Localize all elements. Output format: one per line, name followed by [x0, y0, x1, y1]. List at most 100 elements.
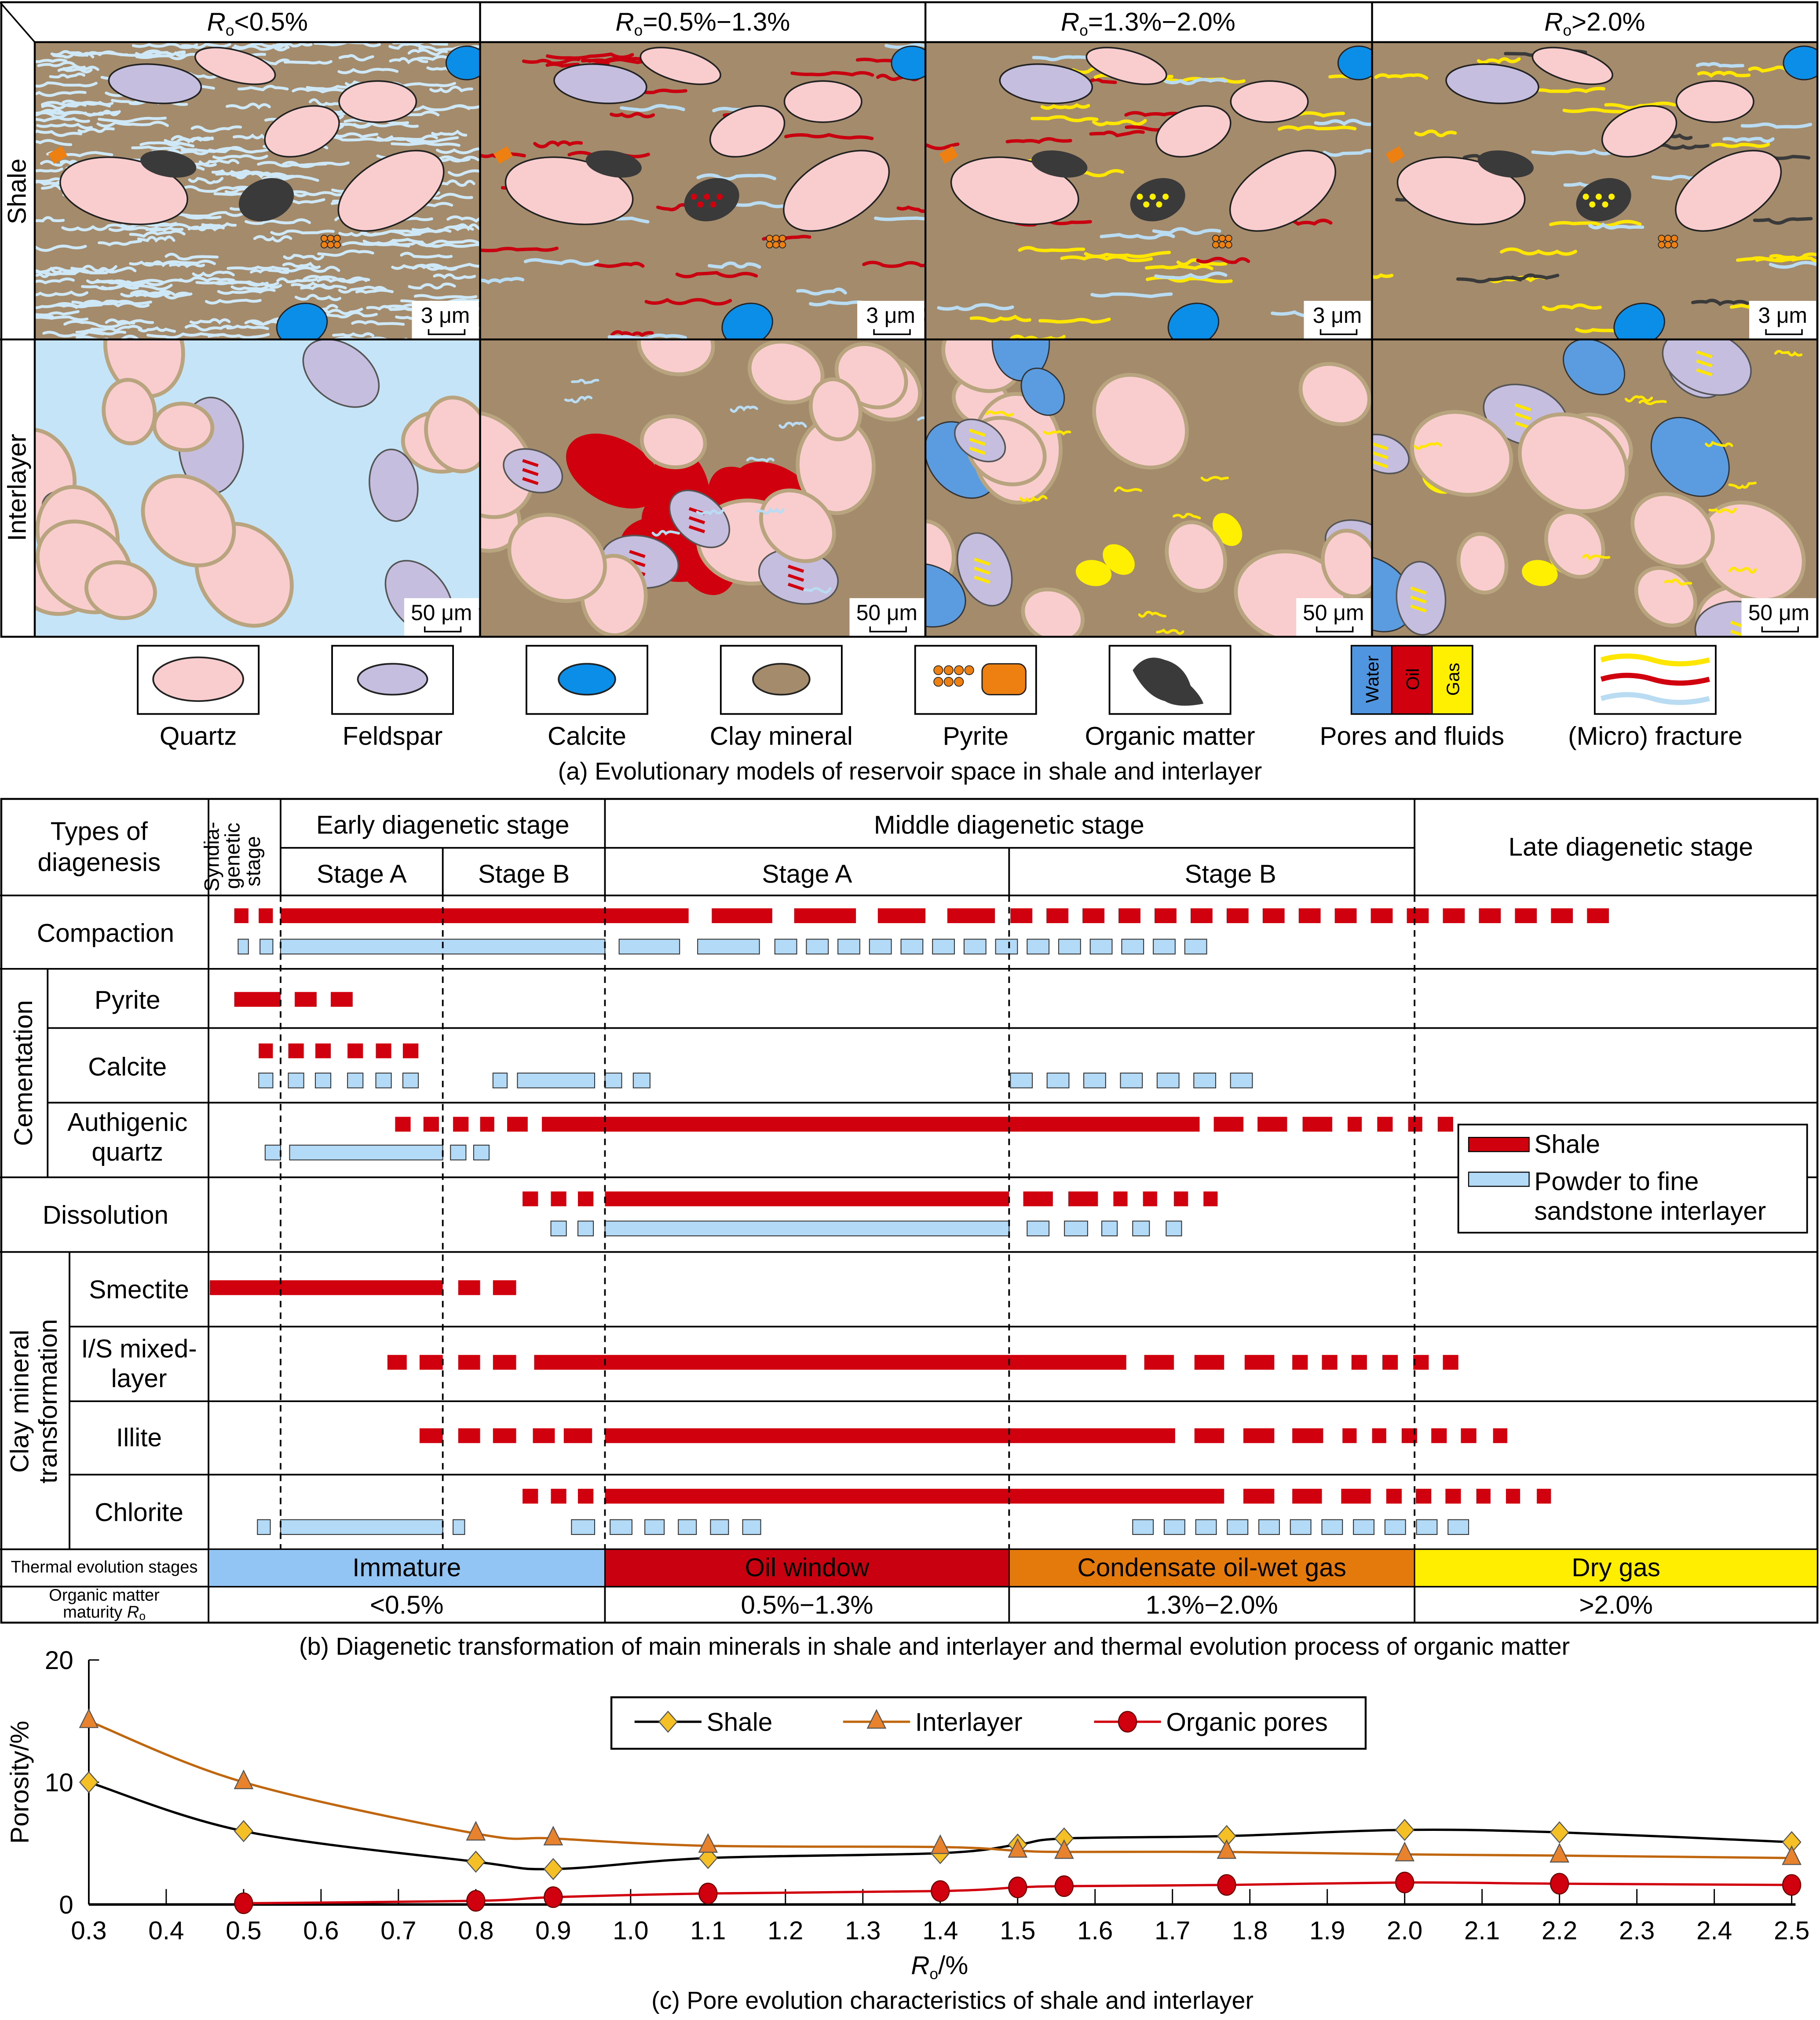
x-tick-label: 2.0 [1387, 1916, 1422, 1945]
compaction-interlayer-bar [837, 939, 860, 955]
fracture-line [237, 84, 289, 91]
x-tick-label: 1.0 [613, 1916, 648, 1945]
fracture-line [411, 226, 474, 233]
chlorite-interlayer-bar [710, 1519, 729, 1535]
legend-item: Organic matter [1085, 645, 1255, 751]
fracture-line [1696, 62, 1744, 68]
scale-bar-box [857, 301, 925, 340]
scale-bar-label: 3 μm [866, 303, 915, 328]
fracture-line [35, 267, 75, 274]
fracture-line [129, 260, 176, 267]
calcite-interlayer-bar [258, 1072, 274, 1089]
organic-pore [1162, 194, 1169, 200]
pyrite-framboid [320, 234, 328, 242]
fracture-line [235, 172, 271, 179]
fracture-line [1604, 101, 1676, 110]
fracture-line [433, 273, 476, 280]
fracture-line [244, 218, 311, 225]
fracture-line [290, 190, 347, 197]
pyrite-grain [48, 146, 68, 164]
legend-label: (Micro) fracture [1568, 722, 1743, 751]
compaction-shale-bar [1118, 908, 1140, 923]
scale-bar [869, 626, 907, 632]
is-shale-bar [1443, 1355, 1458, 1370]
fracture-line [98, 117, 167, 123]
thermal-stage-band [208, 1549, 606, 1588]
fracture-line [77, 127, 115, 133]
data-point [466, 1850, 486, 1873]
fracture-line [1374, 73, 1429, 80]
quartz-grain [84, 560, 157, 620]
calcite-grain [1167, 303, 1220, 340]
feldspar-grain [503, 448, 563, 493]
fracture-line [71, 300, 119, 307]
header-types-line2: diagenesis [37, 848, 161, 877]
fracture-line [198, 159, 240, 166]
dissolution-shale-bar [1068, 1191, 1098, 1206]
quartz-grain [338, 80, 417, 123]
fracture-line [1196, 256, 1250, 264]
legend-interlayer-2: sandstone interlayer [1534, 1197, 1766, 1226]
calcite-interlayer-bar [632, 1072, 651, 1089]
y-tick-label: 20 [45, 1646, 73, 1675]
x-tick-label: 0.5 [226, 1916, 261, 1945]
fracture-line [644, 298, 732, 306]
fracture-line [145, 226, 184, 232]
fracture-line [338, 285, 388, 294]
fracture-line [205, 299, 262, 305]
scale-bar-box [1749, 301, 1816, 340]
fracture-line [226, 102, 271, 110]
data-point [543, 1858, 563, 1880]
fracture-line [1154, 271, 1228, 280]
calcite-interlayer-bar [1120, 1072, 1143, 1089]
fracture-line [1510, 273, 1560, 281]
legend-label: Organic matter [1085, 722, 1255, 751]
pyrite-grain [493, 146, 513, 164]
fracture-line [1582, 554, 1611, 561]
compaction-shale-bar [1551, 908, 1573, 923]
calcite-grain [1337, 45, 1372, 80]
fracture-line [81, 284, 139, 291]
quartz-shale-bar [395, 1117, 411, 1132]
calcite-shale-bar [259, 1043, 273, 1059]
caption-b: (b) Diagenetic transformation of main mi… [299, 1633, 1570, 1660]
organic-matter [140, 150, 197, 178]
fracture-line [211, 169, 252, 176]
chlorite-interlayer-bar [1353, 1519, 1375, 1535]
quartz-grain [337, 150, 445, 232]
x-tick-label: 1.2 [767, 1916, 803, 1945]
chlorite-interlayer-bar [742, 1519, 761, 1535]
fracture-line [120, 291, 171, 298]
calcite-shale-bar [315, 1043, 331, 1059]
fracture-line [164, 252, 219, 261]
illite-shale-bar [1431, 1428, 1447, 1443]
thermal-stages-label: Thermal evolution stages [11, 1558, 198, 1576]
quartz-shale-bar [1257, 1117, 1287, 1132]
organic-pore [1602, 201, 1608, 208]
is-shale-bar [1382, 1355, 1398, 1370]
calcite-interlayer-bar [375, 1072, 392, 1089]
legend-label: Pores and fluids [1320, 722, 1505, 751]
quartz-grain [264, 105, 340, 158]
header-early-stage-a: Stage A [317, 860, 407, 888]
fluid-swatch [1431, 645, 1473, 715]
header-middle-stage-b: Stage B [1185, 860, 1276, 888]
calcite-interlayer-bar [347, 1072, 364, 1089]
fluid-label: Oil [1403, 668, 1423, 690]
illite-shale-bar [493, 1428, 516, 1443]
fracture-line [35, 310, 80, 317]
fracture-line [1005, 137, 1072, 144]
organic-pore [1589, 201, 1596, 208]
legend-label: Feldspar [343, 722, 443, 751]
calcite-grain [891, 45, 926, 80]
fracture-line [1038, 318, 1111, 324]
fracture-line [281, 266, 340, 273]
feldspar-grain [1372, 434, 1410, 475]
fracture-line [232, 44, 289, 51]
fracture-line [969, 314, 1032, 323]
calcite-shale-bar [288, 1043, 304, 1059]
fracture-line [98, 239, 142, 246]
fracture-line [250, 268, 289, 274]
pyrite-framboid [778, 234, 786, 242]
